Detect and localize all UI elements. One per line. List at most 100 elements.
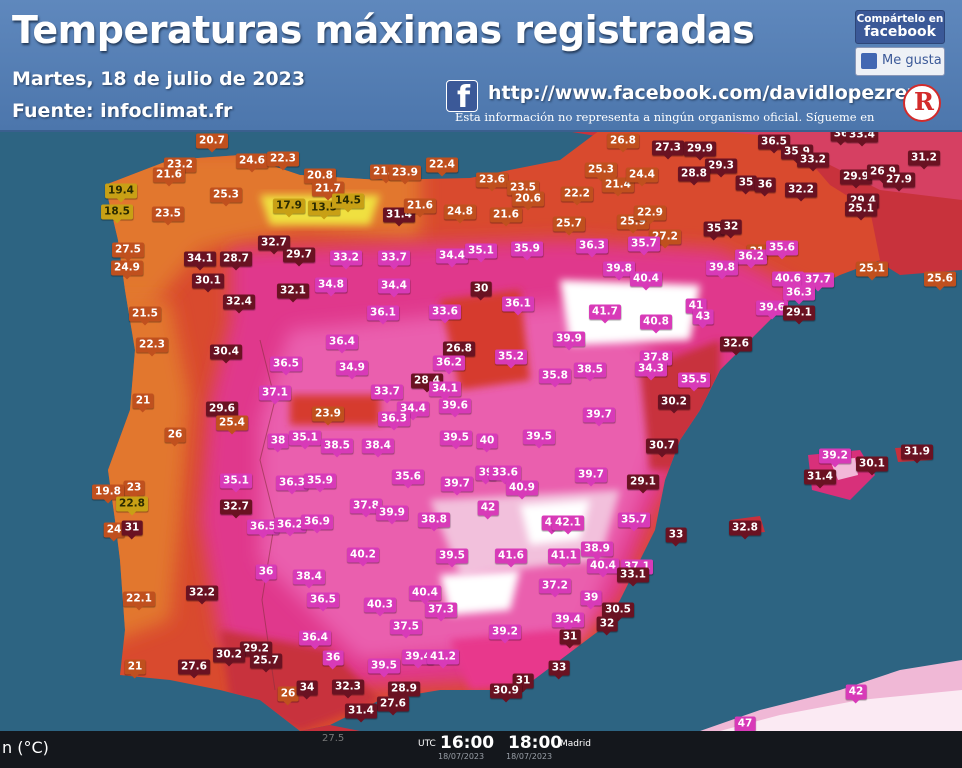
station-temp-label: 29.9 bbox=[840, 169, 872, 189]
station-temp-label: 41.1 bbox=[548, 548, 580, 568]
station-temp-label: 39.5 bbox=[440, 430, 472, 450]
station-temp-label: 18.5 bbox=[101, 204, 133, 224]
station-temp-label: 21 bbox=[124, 659, 146, 679]
station-temp-label: 32 bbox=[596, 616, 618, 636]
station-temp-label: 21.7 bbox=[312, 181, 344, 201]
station-temp-label: 27.6 bbox=[377, 696, 409, 716]
station-temp-label: 39.6 bbox=[756, 300, 788, 320]
station-temp-label: 27.9 bbox=[883, 172, 915, 192]
station-temp-label: 29.1 bbox=[783, 305, 815, 325]
station-temp-label: 22.8 bbox=[116, 496, 148, 516]
station-temp-label: 40 bbox=[476, 433, 498, 453]
station-temp-label: 39.5 bbox=[368, 658, 400, 678]
station-temp-label: 40.4 bbox=[587, 558, 619, 578]
station-temp-label: 35 bbox=[703, 221, 725, 241]
station-temp-label: 40.4 bbox=[409, 585, 441, 605]
red-r-logo-icon[interactable]: R bbox=[903, 84, 941, 122]
station-temp-label: 39.8 bbox=[603, 261, 635, 281]
share-line1: Compártelo en bbox=[856, 13, 944, 25]
station-temp-label: 28.7 bbox=[220, 251, 252, 271]
station-temp-label: 38.4 bbox=[362, 438, 394, 458]
station-temp-label: 37.5 bbox=[390, 619, 422, 639]
station-temp-label: 43 bbox=[692, 309, 714, 329]
station-temp-label: 34.9 bbox=[336, 360, 368, 380]
station-temp-label: 42.1 bbox=[552, 515, 584, 535]
share-facebook-button[interactable]: Compártelo en facebook bbox=[855, 10, 945, 44]
station-temp-label: 32.2 bbox=[186, 585, 218, 605]
thumbs-up-icon bbox=[861, 53, 877, 69]
station-temp-label: 36 bbox=[255, 564, 277, 584]
station-temp-label: 34 bbox=[296, 680, 318, 700]
station-temp-label: 23.6 bbox=[476, 172, 508, 192]
station-temp-label: 36 bbox=[754, 177, 776, 197]
station-temp-label: 40.4 bbox=[630, 271, 662, 291]
station-temp-label: 30.2 bbox=[213, 647, 245, 667]
station-temp-label: 19.8 bbox=[92, 484, 124, 504]
station-temp-label: 38.4 bbox=[293, 569, 325, 589]
station-temp-label: 35.8 bbox=[539, 368, 571, 388]
station-temp-label: 35.1 bbox=[289, 430, 321, 450]
facebook-f-icon[interactable]: f bbox=[446, 80, 478, 115]
station-temp-label: 30.2 bbox=[658, 394, 690, 414]
station-temp-label: 39.5 bbox=[436, 548, 468, 568]
station-temp-label: 36.3 bbox=[378, 411, 410, 431]
station-temp-label: 41.7 bbox=[589, 304, 621, 324]
station-temp-label: 32.7 bbox=[258, 235, 290, 255]
station-temp-label: 27.5 bbox=[112, 242, 144, 262]
station-temp-label: 31.9 bbox=[901, 444, 933, 464]
station-temp-label: 26 bbox=[277, 686, 299, 706]
station-temp-label: 25.3 bbox=[585, 162, 617, 182]
station-temp-label: 13.5 bbox=[308, 200, 340, 220]
utc-label: UTC bbox=[418, 739, 436, 749]
station-temp-label: 36.2 bbox=[274, 517, 306, 537]
station-temp-label: 41.2 bbox=[427, 649, 459, 669]
disclaimer-text: Esta información no representa a ningún … bbox=[455, 110, 875, 124]
station-temp-label: 21.6 bbox=[404, 198, 436, 218]
station-temp-label: 36.9 bbox=[301, 514, 333, 534]
station-temp-label: 33.2 bbox=[797, 152, 829, 172]
station-temp-label: 39.4 bbox=[402, 649, 434, 669]
station-temp-label: 28.9 bbox=[388, 681, 420, 701]
station-temp-label: 36.3 bbox=[783, 285, 815, 305]
station-temp-label: 38.9 bbox=[581, 541, 613, 561]
station-temp-label: 35.9 bbox=[304, 473, 336, 493]
station-temp-label: 24.8 bbox=[444, 204, 476, 224]
station-temp-label: 37.2 bbox=[539, 578, 571, 598]
like-button[interactable]: Me gusta bbox=[855, 47, 945, 76]
station-temp-label: 27.3 bbox=[652, 140, 684, 160]
station-temp-label: 23.5 bbox=[152, 206, 184, 226]
station-temp-label: 27.6 bbox=[178, 659, 210, 679]
station-temp-label: 24.9 bbox=[111, 260, 143, 280]
station-temp-label: 35.1 bbox=[465, 243, 497, 263]
station-temp-label: 36.5 bbox=[270, 356, 302, 376]
station-temp-label: 35.6 bbox=[766, 240, 798, 260]
station-temp-label: 25.7 bbox=[553, 216, 585, 236]
station-temp-label: 40.9 bbox=[506, 480, 538, 500]
station-temp-label: 38 bbox=[267, 433, 289, 453]
station-temp-label: 35.1 bbox=[220, 473, 252, 493]
station-temp-label: 29.6 bbox=[206, 401, 238, 421]
facebook-url-link[interactable]: http://www.facebook.com/davidlopezrey bbox=[488, 82, 920, 104]
station-temp-label: 25.7 bbox=[250, 653, 282, 673]
date-madrid: 18/07/2023 bbox=[506, 752, 553, 761]
station-temp-label: 32.3 bbox=[332, 679, 364, 699]
station-temp-label: 30.1 bbox=[192, 273, 224, 293]
station-temp-label: 24.4 bbox=[626, 167, 658, 187]
station-temp-label: 22.9 bbox=[634, 205, 666, 225]
station-temp-label: 22.1 bbox=[123, 591, 155, 611]
station-temp-label: 36.3 bbox=[576, 238, 608, 258]
station-temp-label: 35.7 bbox=[628, 236, 660, 256]
station-temp-label: 34.3 bbox=[635, 361, 667, 381]
station-temp-label: 40.8 bbox=[640, 314, 672, 334]
station-temp-label: 42 bbox=[477, 500, 499, 520]
station-temp-label: 34.8 bbox=[315, 277, 347, 297]
station-temp-label: 34.1 bbox=[184, 251, 216, 271]
station-temp-label: 39.9 bbox=[376, 505, 408, 525]
station-temp-label: 38.8 bbox=[418, 512, 450, 532]
scale-tick-label: 27.5 bbox=[322, 733, 345, 744]
station-temp-label: 36.3 bbox=[276, 475, 308, 495]
station-temp-label: 20.6 bbox=[512, 191, 544, 211]
station-temp-label: 14.5 bbox=[332, 193, 364, 213]
station-temp-label: 39.7 bbox=[441, 476, 473, 496]
station-temp-label: 28.8 bbox=[678, 166, 710, 186]
